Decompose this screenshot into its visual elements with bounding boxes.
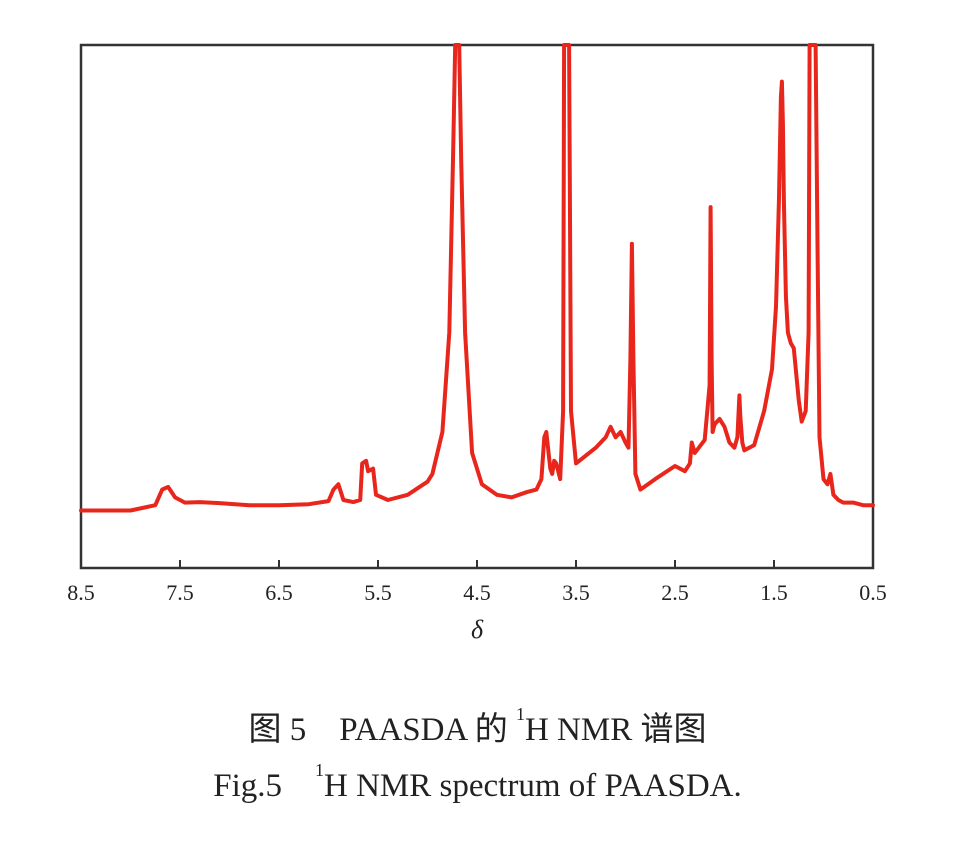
x-ticks bbox=[80, 560, 874, 568]
x-tick-label-8: 0.5 bbox=[859, 580, 887, 605]
x-tick-label-6: 2.5 bbox=[661, 580, 689, 605]
plot-frame bbox=[79, 43, 875, 570]
x-tick-labels: 8.5 7.5 6.5 5.5 4.5 3.5 2.5 1.5 0.5 bbox=[67, 580, 887, 605]
x-tick-label-3: 5.5 bbox=[364, 580, 392, 605]
caption-cn-suffix: H NMR 谱图 bbox=[524, 712, 707, 748]
nmr-chart: 8.5 7.5 6.5 5.5 4.5 3.5 2.5 1.5 0.5 δ bbox=[67, 43, 887, 644]
caption-en-prefix: Fig.5 bbox=[213, 768, 316, 804]
spectrum-line-0 bbox=[79, 43, 875, 513]
caption-en-suffix: H NMR spectrum of PAASDA. bbox=[324, 768, 742, 804]
caption-cn-superscript: 1 bbox=[515, 704, 525, 724]
caption-chinese: 图 5 PAASDA 的 1H NMR 谱图 bbox=[0, 702, 955, 750]
series-group bbox=[79, 43, 875, 513]
x-tick-label-1: 7.5 bbox=[166, 580, 194, 605]
caption-cn-prefix: 图 5 PAASDA 的 bbox=[248, 712, 516, 748]
x-axis-title: δ bbox=[471, 615, 484, 644]
x-tick-label-5: 3.5 bbox=[562, 580, 590, 605]
x-tick-label-7: 1.5 bbox=[760, 580, 788, 605]
x-tick-label-2: 6.5 bbox=[265, 580, 293, 605]
caption-en-superscript: 1 bbox=[315, 760, 325, 780]
x-tick-label-4: 4.5 bbox=[463, 580, 491, 605]
caption-english: Fig.5 1H NMR spectrum of PAASDA. bbox=[0, 758, 955, 806]
x-tick-label-0: 8.5 bbox=[67, 580, 95, 605]
